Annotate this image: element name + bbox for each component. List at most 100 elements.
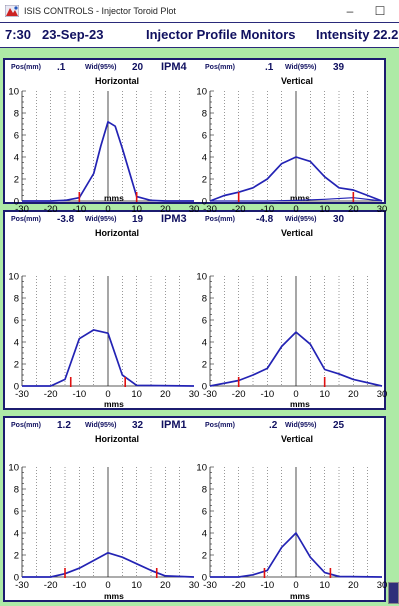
h-wid-value: 20: [132, 62, 144, 73]
v-pos-value: .1: [265, 62, 274, 73]
x-tick-label: 10: [131, 389, 142, 400]
v-wid-label: Wid(95%): [285, 216, 317, 223]
y-tick-label: 10: [196, 87, 207, 98]
y-tick-label: 6: [14, 316, 19, 327]
x-tick-label: -10: [260, 204, 274, 215]
x-tick-label: 20: [348, 389, 359, 400]
x-tick-label: -20: [232, 389, 246, 400]
vertical-plane-label: Vertical: [281, 76, 314, 86]
x-tick-label: 20: [348, 580, 359, 591]
x-tick-label: -10: [72, 204, 86, 215]
v-pos-label: Pos(mm): [205, 216, 235, 223]
maximize-button[interactable]: ☐: [368, 2, 392, 20]
h-pos-value: 1.2: [57, 420, 71, 431]
h-pos-label: Pos(mm): [11, 216, 41, 223]
window-title: ISIS CONTROLS - Injector Toroid Plot: [24, 6, 176, 16]
vertical-xlabel: mms: [290, 399, 310, 409]
x-tick-label: 0: [105, 204, 110, 215]
x-tick-label: 0: [293, 204, 298, 215]
corner-status-icon[interactable]: [388, 582, 399, 604]
minimize-icon: –: [346, 4, 354, 18]
y-tick-label: 10: [196, 463, 207, 474]
x-tick-label: 30: [189, 389, 200, 400]
x-tick-label: -20: [232, 204, 246, 215]
v-wid-label: Wid(95%): [285, 64, 317, 71]
header-intensity: Intensity 22.2m: [316, 27, 399, 42]
y-tick-label: 0: [14, 382, 19, 393]
profile-line: [210, 532, 383, 578]
y-tick-label: 8: [202, 294, 207, 305]
y-tick-label: 10: [8, 463, 19, 474]
x-tick-label: -10: [260, 389, 274, 400]
x-tick-label: -30: [203, 580, 217, 591]
x-tick-label: 10: [131, 204, 142, 215]
vertical-plane-label: Vertical: [281, 434, 314, 444]
x-tick-label: -10: [72, 580, 86, 591]
h-wid-value: 32: [132, 420, 144, 431]
x-tick-label: 30: [377, 389, 388, 400]
h-wid-label: Wid(95%): [85, 422, 117, 429]
y-tick-label: 6: [202, 507, 207, 518]
y-tick-label: 2: [14, 175, 19, 186]
y-tick-label: 8: [14, 294, 19, 305]
y-tick-label: 4: [14, 529, 19, 540]
h-pos-value: .1: [57, 62, 66, 73]
y-tick-label: 6: [14, 131, 19, 142]
v-pos-value: .2: [269, 420, 278, 431]
y-tick-label: 4: [202, 338, 207, 349]
x-tick-label: -30: [15, 580, 29, 591]
header-time: 7:30: [5, 27, 32, 42]
maximize-icon: ☐: [374, 4, 386, 18]
y-tick-label: 8: [202, 109, 207, 120]
x-tick-label: -30: [203, 389, 217, 400]
x-tick-label: -20: [44, 204, 58, 215]
horizontal-xlabel: mms: [104, 399, 124, 409]
x-tick-label: 30: [377, 580, 388, 591]
y-tick-label: 4: [14, 153, 19, 164]
x-tick-label: -30: [203, 204, 217, 215]
x-tick-label: 30: [189, 580, 200, 591]
y-tick-label: 0: [14, 573, 19, 584]
x-tick-label: -30: [15, 204, 29, 215]
y-tick-label: 2: [14, 551, 19, 562]
monitor-panel-ipm3: Pos(mm) -3.8 Wid(95%) 19 IPM3 Pos(mm) -4…: [3, 210, 386, 410]
x-tick-label: -10: [260, 580, 274, 591]
x-tick-label: -20: [44, 389, 58, 400]
y-tick-label: 4: [202, 529, 207, 540]
y-tick-label: 4: [14, 338, 19, 349]
y-tick-label: 8: [14, 485, 19, 496]
v-wid-value: 25: [333, 420, 345, 431]
x-tick-label: 20: [348, 204, 359, 215]
x-tick-label: -30: [15, 389, 29, 400]
page-title: Injector Profile Monitors: [146, 27, 296, 42]
y-tick-label: 0: [202, 573, 207, 584]
y-tick-label: 2: [202, 360, 207, 371]
y-tick-label: 6: [14, 507, 19, 518]
monitor-panel-ipm4: Pos(mm) .1 Wid(95%) 20 IPM4 Pos(mm) .1 W…: [3, 58, 386, 204]
v-wid-value: 30: [333, 214, 345, 225]
x-tick-label: 20: [160, 580, 171, 591]
h-wid-value: 19: [132, 214, 144, 225]
y-tick-label: 10: [8, 87, 19, 98]
x-tick-label: 10: [319, 204, 330, 215]
horizontal-plane-label: Horizontal: [95, 76, 139, 86]
x-tick-label: 20: [160, 389, 171, 400]
profile-line: [22, 551, 195, 578]
x-tick-label: 0: [105, 389, 110, 400]
h-pos-label: Pos(mm): [11, 64, 41, 71]
y-tick-label: 2: [14, 360, 19, 371]
y-tick-label: 8: [202, 485, 207, 496]
x-tick-label: 30: [377, 204, 388, 215]
v-wid-value: 39: [333, 62, 345, 73]
profile-line: [209, 331, 383, 387]
minimize-button[interactable]: –: [338, 2, 362, 20]
y-tick-label: 10: [8, 272, 19, 283]
h-pos-label: Pos(mm): [11, 422, 41, 429]
x-tick-label: 10: [319, 580, 330, 591]
y-tick-label: 6: [202, 316, 207, 327]
v-pos-value: -4.8: [256, 214, 274, 225]
h-wid-label: Wid(95%): [85, 64, 117, 71]
y-tick-label: 6: [202, 131, 207, 142]
horizontal-xlabel: mms: [104, 591, 124, 601]
horizontal-plane-label: Horizontal: [95, 434, 139, 444]
